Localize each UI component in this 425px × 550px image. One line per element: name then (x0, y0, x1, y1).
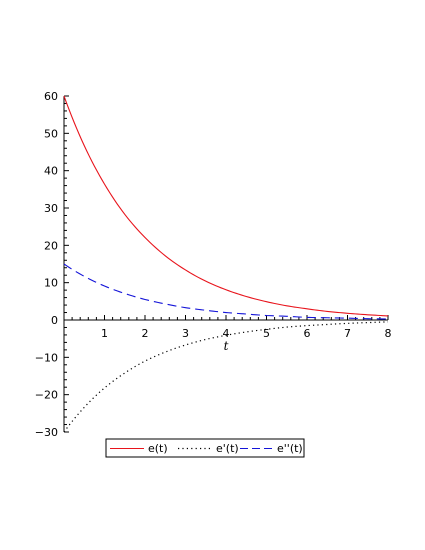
axes (63, 96, 388, 432)
x-tick-label: 7 (344, 327, 351, 340)
plot-series (63, 95, 389, 433)
x-tick-label: 2 (142, 327, 149, 340)
x-tick-label: 3 (182, 327, 189, 340)
x-axis-title: t (224, 339, 229, 353)
legend-label-3: e''(t) (277, 442, 303, 455)
y-tick-label: −20 (35, 389, 58, 402)
y-tick-label: −30 (35, 426, 58, 439)
y-tick-label: 40 (44, 165, 58, 178)
series-line-1 (63, 95, 389, 317)
x-tick-label: 1 (101, 327, 108, 340)
series-line-2 (63, 321, 389, 433)
x-tick-label: 4 (223, 327, 230, 340)
y-tick-label: 50 (44, 127, 58, 140)
x-tick-label: 5 (263, 327, 270, 340)
legend-label-2: e'(t) (216, 442, 239, 455)
series-line-3 (63, 263, 389, 320)
y-tick-label: 0 (51, 314, 58, 327)
legend: e(t) e'(t) e''(t) (105, 438, 305, 458)
x-tick-label: 8 (385, 327, 392, 340)
y-tick-label: 30 (44, 202, 58, 215)
y-tick-label: 60 (44, 90, 58, 103)
tick-marks (64, 95, 389, 433)
y-tick-label: −10 (35, 351, 58, 364)
y-tick-label: 20 (44, 239, 58, 252)
y-tick-label: 10 (44, 277, 58, 290)
legend-label-1: e(t) (148, 442, 168, 455)
tick-labels: −30 −20 −10 0 10 20 30 40 50 60 1 2 3 4 5 6 7 8 (35, 90, 392, 439)
x-tick-label: 6 (304, 327, 311, 340)
